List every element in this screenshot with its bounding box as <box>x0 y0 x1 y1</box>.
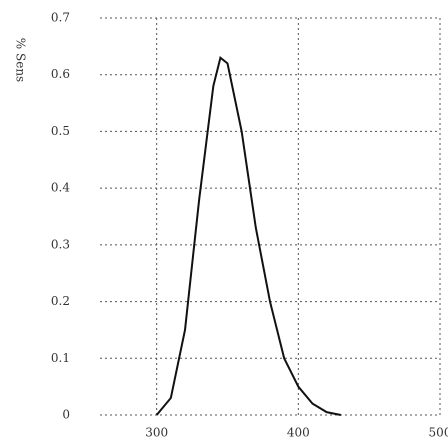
y-tick-label: 0.2 <box>51 294 70 308</box>
y-axis-label: % Sens <box>14 38 28 82</box>
x-tick-label: 300 <box>145 426 168 440</box>
x-tick-label: 500 <box>429 426 448 440</box>
y-tick-label: 0.3 <box>51 237 70 251</box>
x-tick-label: 400 <box>287 426 310 440</box>
data-line <box>155 55 342 416</box>
y-tick-label: 0.5 <box>51 124 70 138</box>
y-tick-label: 0.1 <box>51 351 70 365</box>
y-tick-label: 0.7 <box>51 11 70 25</box>
y-tick-label: 0.6 <box>51 67 70 81</box>
y-tick-label: 0.4 <box>51 181 70 195</box>
y-tick-label: 0 <box>62 408 70 422</box>
